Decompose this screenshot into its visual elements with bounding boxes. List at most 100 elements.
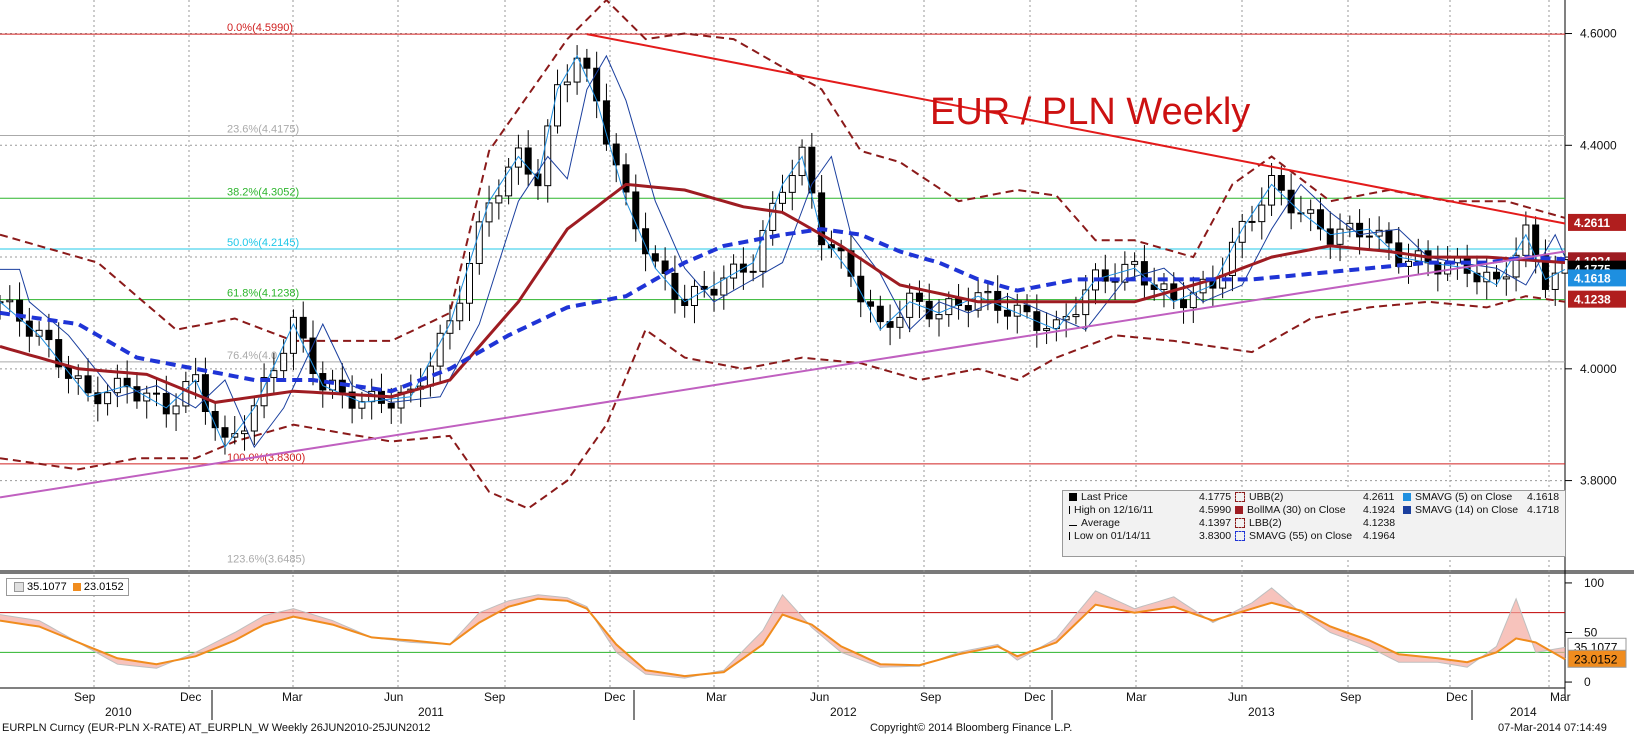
x-month-label: Sep bbox=[74, 690, 96, 704]
candle-body bbox=[534, 173, 542, 187]
y-tick-label: 3.8000 bbox=[1580, 474, 1617, 488]
candle-body bbox=[475, 221, 483, 264]
osc-fast-line bbox=[0, 587, 1566, 679]
candle-body bbox=[612, 143, 620, 166]
fibonacci-levels: 0.0%(4.5990) 23.6%(4.4175) 38.2%(4.3052) 50… bbox=[0, 22, 1565, 565]
candle-body bbox=[358, 401, 366, 409]
candle-body bbox=[1023, 304, 1031, 313]
low-icon bbox=[1069, 532, 1070, 541]
candle-body bbox=[280, 352, 288, 372]
candle-body bbox=[1326, 228, 1334, 245]
gray-swatch-icon bbox=[14, 582, 24, 593]
candle-body bbox=[25, 320, 33, 337]
smavg5-line bbox=[0, 54, 1566, 449]
price-tag-label: 4.2611 bbox=[1574, 216, 1610, 230]
oscillator-value-box: 35.1077 23.0152 bbox=[6, 578, 129, 596]
band-icon bbox=[1235, 518, 1245, 529]
candle-body bbox=[1180, 299, 1188, 309]
candle-body bbox=[857, 275, 865, 303]
candle-body bbox=[573, 57, 581, 83]
x-year-label: 2011 bbox=[418, 705, 444, 719]
legend-average: Average bbox=[1069, 517, 1120, 529]
legend-lbb: LBB(2) bbox=[1235, 517, 1282, 529]
candle-body bbox=[1365, 235, 1373, 238]
legend-value: 4.1775 bbox=[1199, 491, 1232, 503]
chart-legend: Last Price 4.1775 High on 12/16/11 4.599… bbox=[1062, 490, 1566, 557]
x-year-label: 2013 bbox=[1248, 705, 1275, 719]
candle-body bbox=[671, 272, 679, 300]
candle-body bbox=[915, 292, 923, 302]
candle-icon bbox=[1069, 493, 1077, 502]
candle-body bbox=[514, 147, 522, 168]
x-month-label: Dec bbox=[1446, 690, 1467, 704]
candle-body bbox=[1248, 220, 1256, 223]
candle-body bbox=[211, 411, 219, 429]
legend-smavg5: SMAVG (5) on Close bbox=[1403, 491, 1512, 503]
smavg-icon bbox=[1235, 531, 1245, 542]
candle-body bbox=[260, 377, 268, 407]
x-month-label: Jun bbox=[384, 690, 403, 704]
x-month-label: Sep bbox=[920, 690, 942, 704]
candle-body bbox=[1512, 254, 1520, 278]
candle-body bbox=[436, 332, 444, 367]
candle-body bbox=[886, 321, 894, 328]
osc-value-tag-label: 23.0152 bbox=[1574, 652, 1618, 666]
candle-body bbox=[1502, 276, 1510, 280]
x-year-label: 2014 bbox=[1510, 705, 1537, 719]
candle-body bbox=[876, 305, 884, 323]
candle-body bbox=[798, 146, 806, 177]
bollinger-bands bbox=[0, 0, 1566, 510]
candle-body bbox=[681, 298, 689, 307]
x-month-label: Dec bbox=[180, 690, 201, 704]
smavg55-line bbox=[0, 227, 1566, 394]
candle-body bbox=[583, 57, 591, 69]
candle-body bbox=[622, 164, 630, 193]
candle-body bbox=[426, 365, 434, 387]
footer-security: EURPLN Curncy (EUR-PLN X-RATE) AT_EURPLN… bbox=[2, 722, 431, 734]
candle-body bbox=[309, 337, 317, 375]
band-icon bbox=[1235, 492, 1245, 503]
candle-body bbox=[1375, 229, 1383, 237]
main-panel bbox=[0, 0, 1565, 570]
price-tag-label: 4.1618 bbox=[1574, 271, 1611, 285]
fib-level-label: 23.6%(4.4175) bbox=[227, 124, 299, 136]
lower-band-line bbox=[0, 295, 1566, 510]
candle-body bbox=[192, 374, 200, 383]
legend-value: 4.1924 bbox=[1363, 504, 1396, 516]
candle-body bbox=[984, 290, 992, 294]
legend-value: 4.1397 bbox=[1199, 517, 1232, 529]
candle-body bbox=[1121, 263, 1129, 283]
candle-body bbox=[241, 430, 249, 435]
candle-body bbox=[123, 377, 131, 388]
candle-body bbox=[651, 253, 659, 262]
candle-body bbox=[1238, 220, 1246, 243]
candle-body bbox=[749, 270, 757, 273]
candle-body bbox=[808, 146, 816, 194]
high-icon bbox=[1069, 506, 1070, 515]
uptrend-line bbox=[0, 250, 1566, 499]
candle-body bbox=[456, 302, 464, 322]
price-tag bbox=[1568, 269, 1626, 287]
candle-body bbox=[935, 314, 943, 320]
x-month-label: Dec bbox=[1024, 690, 1045, 704]
legend-smavg14: SMAVG (14) on Close bbox=[1403, 504, 1518, 516]
candle-body bbox=[1277, 175, 1285, 191]
candle-body bbox=[602, 100, 610, 145]
candle-body bbox=[818, 192, 826, 246]
candle-body bbox=[1228, 241, 1236, 276]
candle-body bbox=[1551, 272, 1559, 290]
x-month-label: Sep bbox=[484, 690, 506, 704]
candle-body bbox=[1493, 271, 1501, 280]
x-month-label: Mar bbox=[282, 690, 303, 704]
candle-body bbox=[182, 381, 190, 407]
candle-body bbox=[563, 81, 571, 86]
candle-body bbox=[74, 375, 82, 379]
candle-body bbox=[104, 392, 112, 405]
y-tick-label: 4.4000 bbox=[1580, 138, 1617, 152]
candle-body bbox=[250, 405, 258, 432]
fib-level-label: 0.0%(4.5990) bbox=[227, 22, 293, 34]
smavg-icon bbox=[1403, 506, 1411, 515]
candle-body bbox=[1160, 283, 1168, 290]
candle-body bbox=[113, 377, 121, 394]
x-year-label: 2010 bbox=[105, 705, 132, 719]
